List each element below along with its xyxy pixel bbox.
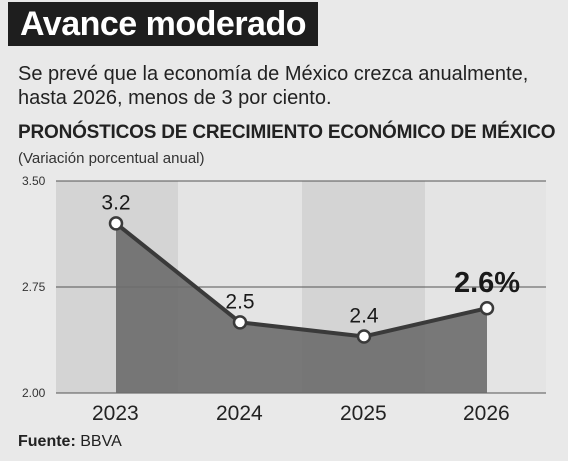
x-tick-label: 2023 (92, 402, 139, 425)
chart-subtitle: (Variación porcentual anual) (18, 150, 205, 167)
data-point (108, 216, 124, 231)
chart-title: PRONÓSTICOS DE CRECIMIENTO ECONÓMICO DE … (18, 122, 556, 143)
area-shape (116, 223, 487, 393)
data-point (479, 300, 495, 316)
series-line (114, 221, 488, 339)
title-bar: Avance moderado (0, 0, 568, 48)
y-tick-label: 2.00 (22, 386, 46, 400)
data-label: 3.2 (101, 191, 130, 214)
area-fill (116, 223, 487, 393)
data-label: 2.5 (225, 290, 254, 313)
source-note: Fuente: BBVA (18, 433, 122, 451)
y-tick-label: 2.75 (22, 280, 46, 294)
subtitle: Se prevé que la economía de México crezc… (18, 63, 529, 109)
source-label: Fuente: (18, 433, 76, 450)
data-labels: 3.2 2.5 2.4 2.6% (101, 191, 520, 327)
headline: Avance moderado (8, 2, 318, 46)
data-point (356, 329, 372, 344)
x-tick-label: 2025 (340, 402, 387, 425)
markers (108, 216, 495, 344)
y-tick-labels: 3.50 2.75 2.00 (22, 174, 46, 400)
x-tick-label: 2026 (463, 402, 510, 425)
y-tick-label: 3.50 (22, 174, 46, 188)
x-tick-label: 2024 (216, 402, 263, 425)
series-path (114, 221, 488, 339)
source-value: BBVA (80, 433, 122, 450)
data-point (232, 315, 248, 330)
data-label: 2.4 (349, 304, 379, 327)
data-label: 2.6% (454, 267, 520, 299)
x-tick-labels: 2023 2024 2025 2026 (92, 402, 510, 425)
